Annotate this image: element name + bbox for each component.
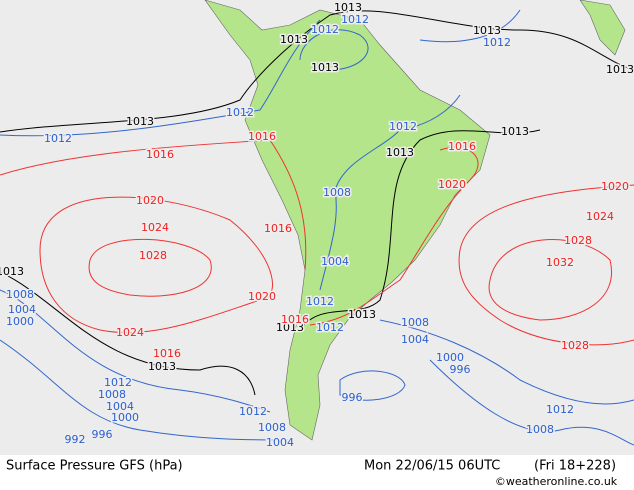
isobar-label: 1008 — [6, 288, 34, 301]
isobar — [0, 289, 291, 441]
isobar-label: 1004 — [401, 333, 429, 346]
isobar-label: 1000 — [6, 315, 34, 328]
isobar-label: 1000 — [111, 411, 139, 424]
isobar-label: 1024 — [116, 326, 144, 339]
isobar-label: 1013 — [473, 24, 501, 37]
isobar-label: 1016 — [153, 347, 181, 360]
isobar-label: 1008 — [323, 186, 351, 199]
isobar-label: 1013 — [348, 308, 376, 321]
isobar-label: 1013 — [386, 146, 414, 159]
isobar-label: 1013 — [311, 61, 339, 74]
isobar-label: 1004 — [321, 255, 349, 268]
isobar — [0, 129, 541, 396]
isobar-label: 1012 — [226, 106, 254, 119]
isobar — [429, 359, 634, 446]
isobar-label: 996 — [92, 428, 113, 441]
isobar-label: 1020 — [248, 290, 276, 303]
isobars — [0, 9, 634, 446]
isobar-label: 1032 — [546, 256, 574, 269]
isobar-label: 1016 — [248, 130, 276, 143]
isobar-label: 1008 — [401, 316, 429, 329]
footer — [0, 455, 634, 490]
isobar — [0, 9, 521, 137]
isobar-label: 1008 — [258, 421, 286, 434]
isobar — [339, 319, 634, 405]
footer-credit[interactable]: ©weatheronline.co.uk — [495, 475, 618, 488]
isobar-label: 1013 — [501, 125, 529, 138]
isobar-label: 1013 — [606, 63, 634, 76]
isobar-label: 1004 — [106, 400, 134, 413]
isobar-label: 1016 — [146, 148, 174, 161]
isobar-label: 1012 — [306, 295, 334, 308]
isobar — [299, 29, 461, 291]
isobar-label: 996 — [342, 391, 363, 404]
isobar-label: 1013 — [148, 360, 176, 373]
footer-date: Mon 22/06/15 06UTC — [364, 459, 500, 474]
isobar-label: 1012 — [483, 36, 511, 49]
isobar — [39, 196, 273, 334]
footer-forecast: (Fri 18+228) — [534, 459, 616, 474]
africa — [579, 0, 626, 56]
isobar-label: 1016 — [264, 222, 292, 235]
isobar-label: 1024 — [586, 210, 614, 223]
isobar — [458, 184, 634, 346]
isobar — [0, 10, 634, 133]
isobar-label: 1013 — [0, 265, 24, 278]
isobar-label: 1008 — [98, 388, 126, 401]
isobar-label: 1012 — [44, 132, 72, 145]
isobar-label: 1012 — [239, 405, 267, 418]
footer-title: Surface Pressure GFS (hPa) — [6, 459, 183, 474]
isobar-label: 1028 — [564, 234, 592, 247]
isobar — [0, 139, 479, 326]
isobar-label: 996 — [450, 363, 471, 376]
isobar-label: 1020 — [136, 194, 164, 207]
isobar-label: 1012 — [389, 120, 417, 133]
isobar-label: 1013 — [280, 33, 308, 46]
isobar-label: 1016 — [281, 313, 309, 326]
isobar-label: 1012 — [311, 23, 339, 36]
isobar-label: 1012 — [104, 376, 132, 389]
isobar-label: 1020 — [438, 178, 466, 191]
isobar-label: 1016 — [448, 140, 476, 153]
isobar-label: 1004 — [266, 436, 294, 449]
isobar-label: 1012 — [341, 13, 369, 26]
isobar-label: 1008 — [526, 423, 554, 436]
isobar-label: 1012 — [546, 403, 574, 416]
isobar-label: 1013 — [334, 1, 362, 14]
isobar-label: 1004 — [8, 303, 36, 316]
isobar — [88, 238, 212, 297]
isobar-label: 1012 — [316, 321, 344, 334]
isobar-label: 1013 — [126, 115, 154, 128]
isobar-label: 1028 — [561, 339, 589, 352]
isobar-label: 1000 — [436, 351, 464, 364]
isobar-label: 1013 — [276, 321, 304, 334]
isobar-label: 1024 — [141, 221, 169, 234]
isobar-label: 1020 — [601, 180, 629, 193]
isobar — [488, 239, 612, 321]
isobar-labels: 1013 1013 1013 1013 1013 1013 1013 1013 1013 1013… — [0, 0, 634, 451]
south-america — [204, 0, 491, 441]
isobar-label: 1028 — [139, 249, 167, 262]
isobar-label: 992 — [65, 433, 86, 446]
